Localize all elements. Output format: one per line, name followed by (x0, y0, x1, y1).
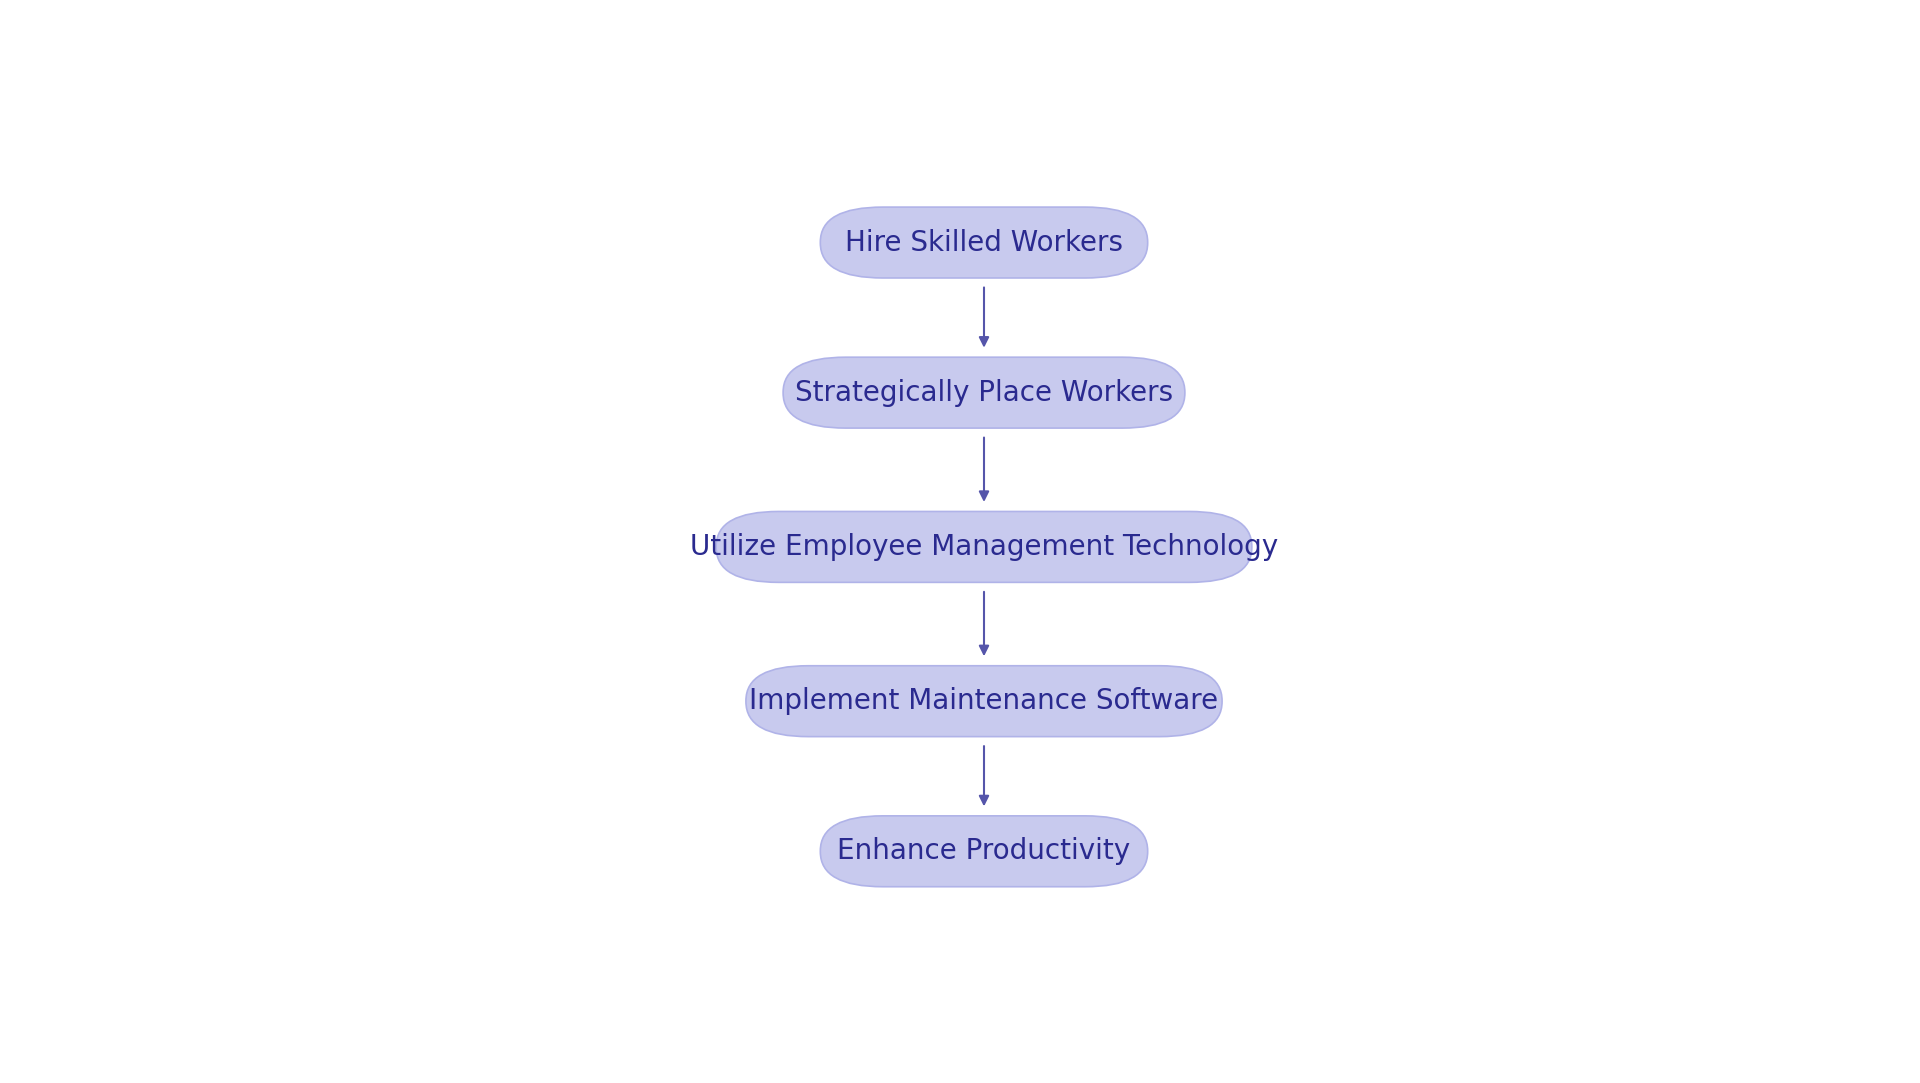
FancyBboxPatch shape (783, 357, 1185, 428)
Text: Utilize Employee Management Technology: Utilize Employee Management Technology (689, 533, 1279, 561)
Text: Strategically Place Workers: Strategically Place Workers (795, 379, 1173, 406)
FancyBboxPatch shape (745, 666, 1221, 736)
FancyBboxPatch shape (820, 207, 1148, 278)
Text: Implement Maintenance Software: Implement Maintenance Software (749, 688, 1219, 715)
Text: Enhance Productivity: Enhance Productivity (837, 837, 1131, 865)
FancyBboxPatch shape (820, 815, 1148, 887)
Text: Hire Skilled Workers: Hire Skilled Workers (845, 229, 1123, 257)
FancyBboxPatch shape (716, 511, 1252, 583)
